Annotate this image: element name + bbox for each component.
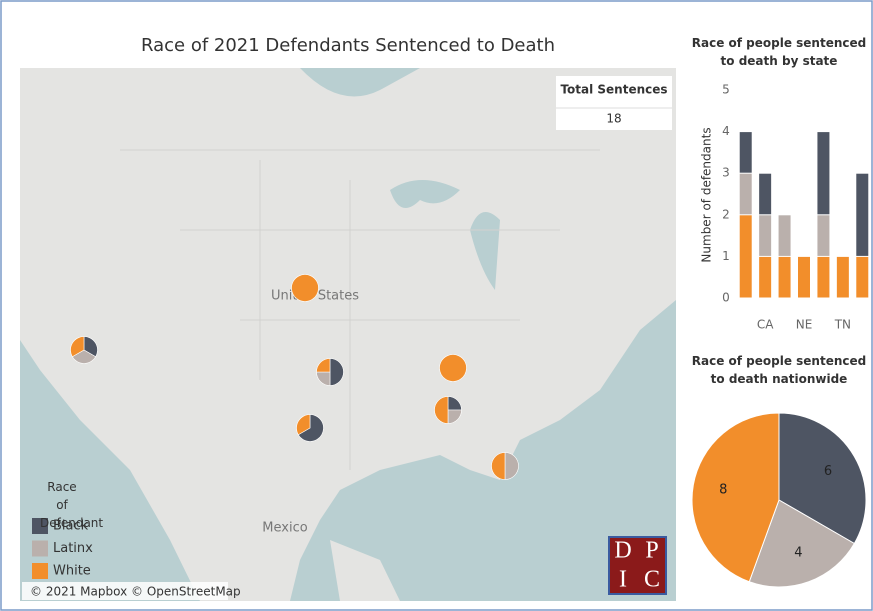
map-pie-slice (70, 336, 85, 358)
legend-swatch (32, 563, 48, 579)
y-tick-label: 4 (722, 124, 730, 138)
bar-segment (836, 256, 849, 298)
bar-segment (856, 173, 869, 256)
map-pie-slice (316, 358, 331, 373)
legend-swatch (32, 540, 48, 557)
pie-slice (691, 412, 780, 583)
map-pie-slice (504, 452, 519, 480)
bar-segment (798, 256, 810, 298)
pie-slice (748, 499, 856, 588)
map-pie-slice (491, 452, 506, 480)
bar-segment (778, 215, 791, 256)
legend-label: Latinx (53, 541, 93, 556)
bar-segment (759, 173, 772, 215)
pie-slice (778, 412, 867, 545)
bar-segment (817, 215, 830, 256)
logo (608, 536, 667, 595)
legend-title: Race of Defendant (40, 480, 104, 530)
y-tick-label: 2 (722, 207, 730, 221)
map-label: Mexico (262, 521, 307, 536)
logo-letter: P (645, 538, 658, 564)
legend-swatch (32, 518, 48, 534)
map-pie-slice (434, 396, 449, 424)
map-pie-slice (291, 274, 319, 302)
map-title: Race of 2021 Defendants Sentenced to Dea… (141, 35, 555, 56)
map-pie-slice (71, 349, 97, 364)
pie-title: Race of people sentenced to death nation… (691, 354, 867, 386)
x-tick-label: NE (796, 318, 813, 332)
y-tick-label: 0 (722, 291, 730, 305)
map (20, 68, 676, 601)
bar-segment (739, 132, 752, 173)
legend-label: Black (53, 519, 89, 534)
attribution: © 2021 Mapbox © OpenStreetMap (30, 585, 241, 599)
legend-label: White (53, 564, 91, 579)
bar-segment (856, 256, 869, 298)
pie-label: 8 (719, 483, 727, 498)
map-pie-slice (297, 414, 324, 442)
logo-letter: C (644, 567, 660, 593)
bar-segment (739, 215, 752, 298)
x-tick-label: CA (757, 318, 774, 332)
bar-segment (759, 215, 772, 256)
total-box (556, 76, 672, 130)
map-pie-slice (439, 354, 467, 382)
attribution-box (22, 582, 228, 600)
logo-letter: I (619, 567, 627, 593)
pie-label: 4 (794, 546, 802, 561)
total-label: Total Sentences (560, 83, 667, 97)
bar-title: Race of people sentenced to death by sta… (691, 36, 867, 68)
bar-segment (817, 132, 830, 215)
map-pie-slice (329, 358, 344, 386)
map-pie-slice (296, 414, 311, 436)
bar-segment (759, 256, 772, 298)
y-tick-label: 1 (722, 249, 730, 263)
y-tick-label: 3 (722, 166, 730, 180)
pie-label: 6 (824, 464, 832, 479)
bar-segment (817, 256, 830, 298)
bar-segment (739, 173, 752, 215)
y-axis-label: Number of defendants (700, 127, 714, 262)
total-value: 18 (606, 112, 621, 126)
logo-letter: D (614, 538, 631, 564)
x-tick-label: TN (834, 318, 851, 332)
y-tick-label: 5 (722, 83, 730, 97)
bar-segment (778, 256, 791, 298)
